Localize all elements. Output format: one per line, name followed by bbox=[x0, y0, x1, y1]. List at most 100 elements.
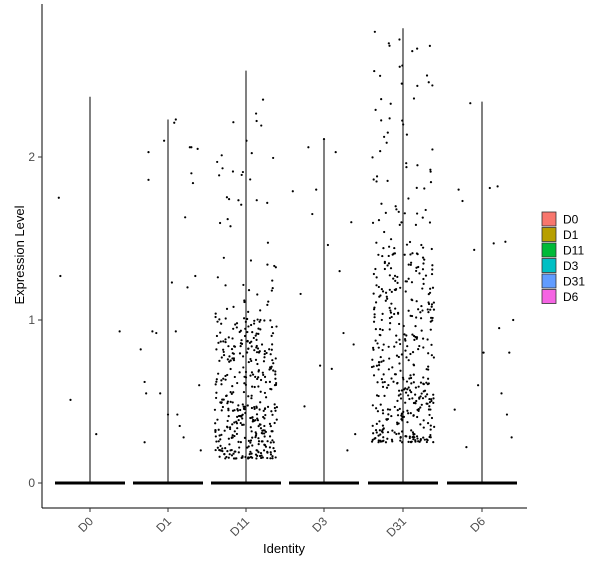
data-point bbox=[272, 362, 275, 365]
data-point bbox=[391, 366, 394, 369]
data-point bbox=[384, 291, 388, 294]
data-point bbox=[242, 407, 246, 410]
data-point bbox=[118, 330, 121, 333]
legend-label: D11 bbox=[563, 244, 584, 258]
data-point bbox=[488, 186, 491, 190]
data-point bbox=[482, 351, 485, 354]
data-point bbox=[394, 307, 397, 310]
legend-swatch bbox=[541, 211, 557, 227]
data-point bbox=[415, 186, 418, 190]
data-point bbox=[416, 164, 419, 167]
data-point bbox=[190, 146, 193, 149]
data-point bbox=[251, 444, 254, 447]
data-point bbox=[395, 341, 398, 344]
data-point bbox=[220, 379, 223, 382]
data-point bbox=[244, 327, 247, 330]
data-point bbox=[381, 412, 385, 415]
data-point bbox=[224, 284, 227, 287]
data-point bbox=[227, 437, 230, 440]
data-point bbox=[198, 384, 201, 387]
data-point bbox=[240, 173, 243, 177]
data-point bbox=[397, 389, 401, 392]
data-point bbox=[406, 421, 409, 424]
data-point bbox=[408, 240, 412, 244]
data-point bbox=[226, 217, 229, 221]
data-point bbox=[257, 332, 260, 335]
data-point bbox=[400, 430, 404, 433]
data-point bbox=[411, 299, 414, 302]
data-point bbox=[226, 400, 230, 403]
y-tick-label: 1 bbox=[28, 313, 35, 327]
data-point bbox=[255, 413, 259, 416]
data-point bbox=[270, 348, 273, 351]
data-point bbox=[429, 433, 432, 437]
data-point bbox=[231, 423, 234, 426]
data-point bbox=[236, 409, 240, 412]
data-point bbox=[233, 434, 236, 438]
data-point bbox=[405, 356, 408, 359]
data-point bbox=[381, 424, 385, 427]
data-point bbox=[431, 84, 434, 87]
data-point bbox=[416, 437, 419, 440]
data-point bbox=[226, 450, 229, 453]
data-point bbox=[315, 188, 318, 191]
data-point bbox=[420, 243, 423, 247]
data-point bbox=[372, 272, 375, 276]
data-point bbox=[166, 413, 170, 416]
data-point bbox=[226, 373, 229, 377]
data-point bbox=[385, 141, 388, 144]
data-point bbox=[417, 348, 420, 351]
data-point bbox=[275, 325, 278, 328]
data-point bbox=[415, 316, 418, 319]
data-point bbox=[246, 351, 249, 354]
x-tick-label: D0 bbox=[75, 514, 96, 535]
data-point bbox=[251, 385, 254, 388]
data-point bbox=[249, 178, 252, 181]
data-point bbox=[263, 375, 267, 378]
data-point bbox=[402, 378, 405, 381]
data-point bbox=[244, 383, 248, 387]
data-point bbox=[215, 391, 218, 394]
data-point bbox=[258, 423, 261, 426]
data-point bbox=[227, 456, 230, 459]
data-point bbox=[429, 328, 432, 331]
data-point bbox=[396, 399, 399, 402]
data-point bbox=[372, 346, 375, 349]
data-point bbox=[250, 359, 253, 363]
data-point bbox=[389, 267, 393, 270]
data-point bbox=[429, 316, 433, 319]
data-point bbox=[217, 428, 220, 431]
data-point bbox=[423, 187, 426, 190]
data-point bbox=[428, 405, 431, 408]
data-point bbox=[224, 457, 227, 460]
data-point bbox=[397, 394, 400, 397]
data-point bbox=[395, 354, 399, 357]
data-point bbox=[240, 203, 243, 206]
data-point bbox=[403, 333, 406, 336]
data-point bbox=[222, 377, 225, 380]
data-point bbox=[428, 413, 431, 417]
data-point bbox=[380, 287, 383, 291]
data-point bbox=[397, 210, 400, 213]
data-point bbox=[236, 427, 239, 430]
data-point bbox=[215, 334, 219, 338]
data-point bbox=[252, 322, 256, 325]
data-point bbox=[431, 316, 434, 320]
data-point bbox=[431, 264, 434, 267]
data-point bbox=[422, 376, 425, 379]
data-point bbox=[231, 434, 234, 437]
data-point bbox=[231, 401, 234, 404]
data-point bbox=[376, 342, 379, 345]
data-point bbox=[398, 407, 401, 411]
data-point bbox=[412, 97, 416, 100]
data-point bbox=[426, 308, 429, 311]
data-point bbox=[258, 408, 261, 411]
data-point bbox=[263, 319, 266, 322]
data-point bbox=[371, 438, 374, 441]
legend-item-d31: D31 bbox=[541, 273, 585, 289]
data-point bbox=[403, 253, 406, 256]
data-point bbox=[409, 253, 412, 256]
data-point bbox=[259, 401, 262, 404]
data-point bbox=[383, 267, 386, 271]
data-point bbox=[263, 356, 266, 359]
